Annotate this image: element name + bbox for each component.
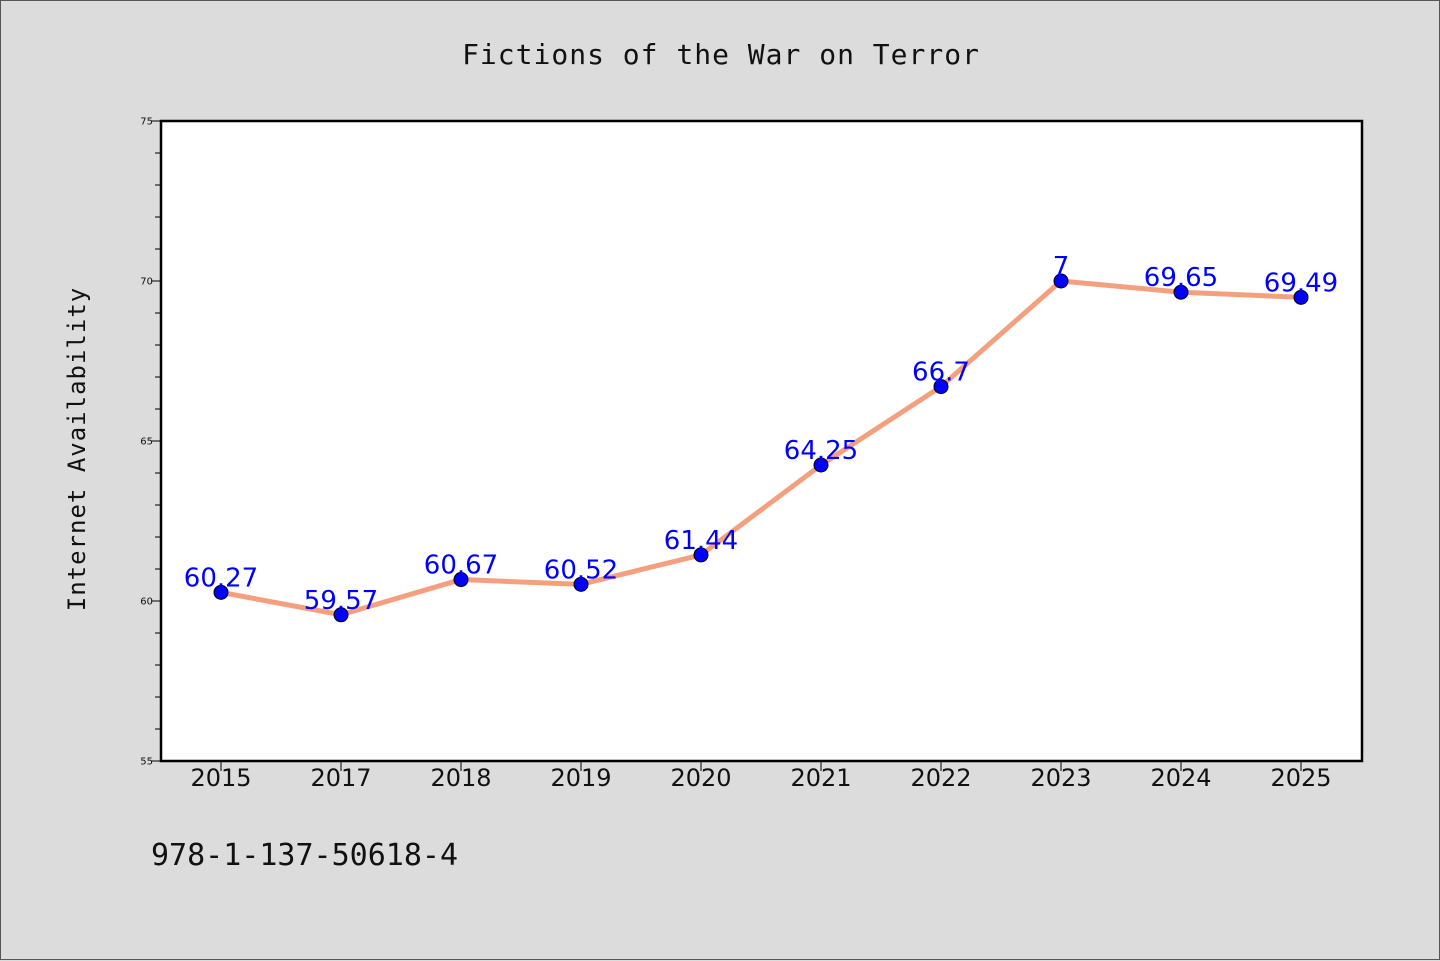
data-label: 69.49 bbox=[1264, 268, 1338, 298]
plot-area bbox=[161, 121, 1362, 761]
x-tick-label: 2024 bbox=[1150, 764, 1211, 792]
data-point bbox=[1173, 284, 1189, 300]
data-point bbox=[1053, 273, 1069, 289]
x-tick-label: 2018 bbox=[430, 764, 491, 792]
x-tick-label: 2025 bbox=[1270, 764, 1331, 792]
data-point bbox=[573, 576, 589, 592]
data-label: 69.65 bbox=[1144, 263, 1218, 293]
footer-isbn: 978-1-137-50618-4 bbox=[151, 838, 458, 873]
data-label: 60.52 bbox=[544, 555, 618, 585]
x-tick-label: 2020 bbox=[670, 764, 731, 792]
data-label: 59.57 bbox=[304, 586, 378, 616]
series-line bbox=[218, 278, 1304, 618]
data-label: 7 bbox=[1053, 252, 1070, 282]
y-tick-label: 55 bbox=[140, 757, 153, 768]
plot-frame bbox=[159, 119, 1364, 763]
axes: 55 60 65 70 75 2015 2017 2018 2019 2020 2021 2022 20… bbox=[140, 117, 1331, 793]
y-tick-label: 60 bbox=[140, 597, 153, 608]
x-tick-label: 2023 bbox=[1030, 764, 1091, 792]
x-tick-label: 2022 bbox=[910, 764, 971, 792]
data-label: 60.67 bbox=[424, 551, 498, 581]
data-point bbox=[1293, 289, 1309, 305]
data-label: 60.27 bbox=[184, 563, 258, 593]
x-tick-label: 2017 bbox=[310, 764, 371, 792]
data-point bbox=[213, 584, 229, 600]
data-point bbox=[813, 457, 829, 473]
data-point bbox=[933, 379, 949, 395]
y-tick-label: 70 bbox=[140, 277, 153, 288]
data-label: 61.44 bbox=[664, 526, 738, 556]
y-axis-label: Internet Availability bbox=[63, 287, 91, 611]
data-point bbox=[693, 547, 709, 563]
data-label: 64.25 bbox=[784, 436, 858, 466]
y-tick-label: 75 bbox=[140, 117, 153, 128]
series-layer: 60.27 59.57 60.67 60.52 61.44 64.25 66.7 7 69.65… bbox=[184, 252, 1338, 623]
x-tick-label: 2019 bbox=[550, 764, 611, 792]
data-point bbox=[333, 607, 349, 623]
data-point bbox=[453, 572, 469, 588]
x-tick-label: 2021 bbox=[790, 764, 851, 792]
chart-title: Fictions of the War on Terror bbox=[462, 38, 980, 71]
x-tick-label: 2015 bbox=[190, 764, 251, 792]
data-label: 66.7 bbox=[912, 358, 970, 388]
y-tick-label: 65 bbox=[140, 437, 153, 448]
